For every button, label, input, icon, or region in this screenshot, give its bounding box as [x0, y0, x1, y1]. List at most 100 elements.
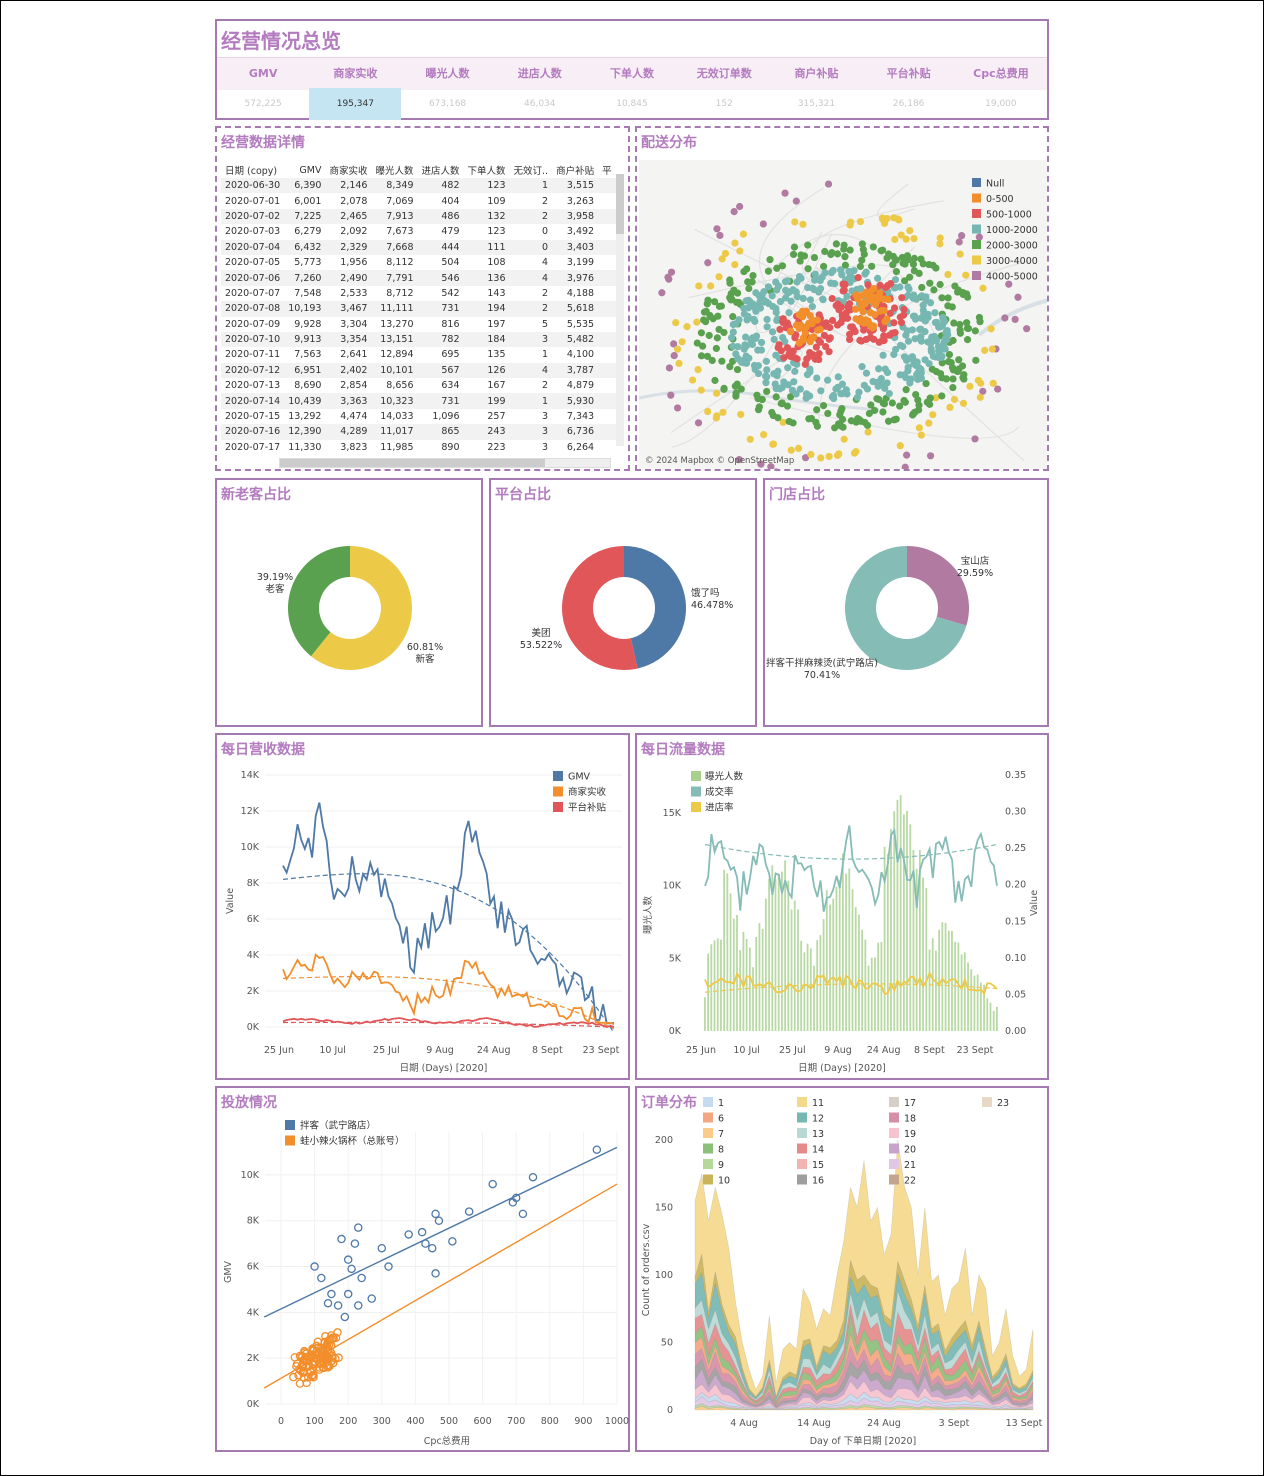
- kpi-value[interactable]: 673,168: [428, 99, 467, 109]
- table-row[interactable]: 2020-07-15 13,292 4,474 14,033 1,096 257 3 7,34…: [221, 409, 616, 424]
- map-point: [794, 444, 803, 453]
- table-row[interactable]: 2020-07-06 7,260 2,490 7,791 546 136 4 3,976: [221, 270, 616, 286]
- revenue-trend-line: [282, 1021, 615, 1028]
- table-horizontal-scroll-thumb[interactable]: [280, 459, 545, 467]
- table-cell: 199: [463, 393, 510, 409]
- map-point: [741, 333, 750, 341]
- table-column-header[interactable]: 下单人数: [467, 166, 506, 177]
- revenue-series-line: [282, 1017, 615, 1028]
- ads-point: [592, 1145, 602, 1154]
- map-point: [886, 309, 894, 318]
- table-row[interactable]: 2020-07-11 7,563 2,641 12,894 695 135 1 4,100: [221, 347, 616, 362]
- map-point: [739, 230, 748, 238]
- table-column-header[interactable]: GMV: [299, 164, 322, 176]
- orders-legend-swatch: [797, 1143, 807, 1154]
- kpi-value[interactable]: 315,321: [797, 99, 836, 109]
- map-point: [817, 454, 825, 462]
- table-horizontal-scrollbar[interactable]: [279, 458, 611, 468]
- table-row[interactable]: 2020-07-03 6,279 2,092 7,673 479 123 0 3,492: [221, 224, 616, 239]
- table-column-header[interactable]: 商家实收: [329, 166, 368, 177]
- map-point: [841, 253, 849, 261]
- table-row[interactable]: 2020-07-13 8,690 2,854 8,656 634 167 2 4,879: [221, 378, 616, 393]
- traffic-bar: [915, 868, 918, 1031]
- pie-panel-platform: 平台占比 饿了吗 46.478% 美团 53.522%: [489, 478, 757, 727]
- pie-title-platform: 平台占比: [495, 487, 551, 503]
- map-point: [766, 256, 774, 264]
- table-cell: 8,712: [386, 287, 414, 299]
- table-vertical-scroll-thumb[interactable]: [616, 174, 624, 234]
- kpi-value[interactable]: 19,000: [985, 99, 1017, 109]
- table-cell: [598, 393, 616, 409]
- orders-legend-swatch: [797, 1112, 807, 1123]
- map-point: [795, 272, 804, 281]
- traffic-bar: [890, 829, 892, 1031]
- pie-label: 美团: [531, 627, 550, 639]
- table-row[interactable]: 2020-07-08 10,193 3,467 11,111 731 194 2 5,618: [221, 301, 616, 317]
- table-cell: 7,913: [371, 208, 418, 225]
- map-point: [786, 347, 794, 355]
- traffic-y-tick-left: 5K: [669, 953, 682, 964]
- map-point: [773, 316, 781, 325]
- map-point: [861, 300, 869, 308]
- kpi-value[interactable]: 46,034: [524, 99, 556, 109]
- table-cell: 123: [487, 226, 506, 238]
- table-cell: [598, 239, 616, 255]
- table-cell: 2,402: [325, 362, 372, 379]
- table-row[interactable]: 2020-07-01 6,001 2,078 7,069 404 109 2 3,263: [221, 193, 616, 208]
- ads-point: [337, 1234, 346, 1244]
- kpi-value[interactable]: 26,186: [892, 99, 925, 109]
- table-column-header[interactable]: 平: [602, 166, 612, 177]
- table-column-header[interactable]: 日期 (copy): [225, 166, 278, 177]
- orders-x-tick: 24 Aug: [867, 1418, 901, 1429]
- table-row[interactable]: 2020-07-09 9,928 3,304 13,270 816 197 5 5,535: [221, 317, 616, 332]
- map-point: [910, 291, 918, 299]
- kpi-value[interactable]: 10,845: [616, 99, 648, 109]
- traffic-bar: [758, 923, 761, 1031]
- map-point: [926, 279, 934, 287]
- table-row[interactable]: 2020-07-12 6,951 2,402 10,101 567 126 4 3,787: [221, 362, 616, 379]
- map-point: [755, 403, 763, 411]
- map-point: [878, 295, 886, 303]
- map-point: [774, 468, 779, 469]
- table-column-header[interactable]: 无效订..: [513, 166, 549, 177]
- map-point: [825, 452, 833, 461]
- traffic-bar: [854, 907, 857, 1031]
- map-point: [839, 423, 847, 431]
- orders-legend-label: 22: [904, 1176, 916, 1187]
- table-row[interactable]: 2020-07-04 6,432 2,329 7,668 444 111 0 3,403: [221, 239, 616, 255]
- revenue-y-tick: 4K: [247, 950, 260, 961]
- map-point: [693, 318, 701, 326]
- table-column-header[interactable]: 商户补贴: [556, 166, 595, 177]
- map-point: [821, 269, 829, 277]
- ads-point: [404, 1230, 413, 1239]
- kpi-value[interactable]: 572,225: [244, 99, 282, 109]
- table-column-header[interactable]: 进店人数: [421, 166, 460, 177]
- kpi-value[interactable]: 152: [715, 99, 733, 109]
- kpi-value[interactable]: 195,347: [309, 88, 402, 120]
- table-vertical-scrollbar[interactable]: [616, 174, 624, 446]
- table-cell: 11,985: [380, 441, 414, 453]
- map-point: [903, 252, 912, 260]
- table-cell: 126: [463, 362, 510, 379]
- table-row[interactable]: 2020-07-05 5,773 1,956 8,112 504 108 4 3,199: [221, 255, 616, 270]
- ads-point: [323, 1298, 333, 1308]
- traffic-y-tick-left: 15K: [663, 808, 682, 819]
- table-column-header[interactable]: 曝光人数: [375, 166, 414, 177]
- map-point: [697, 352, 706, 360]
- map-point: [782, 294, 790, 302]
- table-row[interactable]: 2020-07-02 7,225 2,465 7,913 486 132 2 3,958: [221, 208, 616, 225]
- table-row[interactable]: 2020-07-10 9,913 3,354 13,151 782 184 3 5,482: [221, 331, 616, 348]
- map-point: [891, 235, 899, 244]
- delivery-map[interactable]: Null 0-500 500-1000 1000-2000 2000-3000 3000-…: [638, 160, 1049, 470]
- map-point: [729, 342, 737, 350]
- table-row[interactable]: 2020-07-17 11,330 3,823 11,985 890 223 3 6,264: [221, 440, 616, 455]
- table-row[interactable]: 2020-07-16 12,390 4,289 11,017 865 243 3 6,736: [221, 424, 616, 440]
- table-cell: 2020-07-08: [221, 301, 285, 317]
- table-row[interactable]: 2020-06-30 6,390 2,146 8,349 482 123 1 3,515: [221, 178, 616, 194]
- map-point: [846, 330, 854, 338]
- table-row[interactable]: 2020-07-14 10,439 3,363 10,323 731 199 1 5,930: [221, 393, 616, 409]
- revenue-legend-swatch: [553, 786, 563, 797]
- table-row[interactable]: 2020-07-07 7,548 2,533 8,712 542 143 2 4,188: [221, 286, 616, 301]
- map-point: [846, 246, 854, 254]
